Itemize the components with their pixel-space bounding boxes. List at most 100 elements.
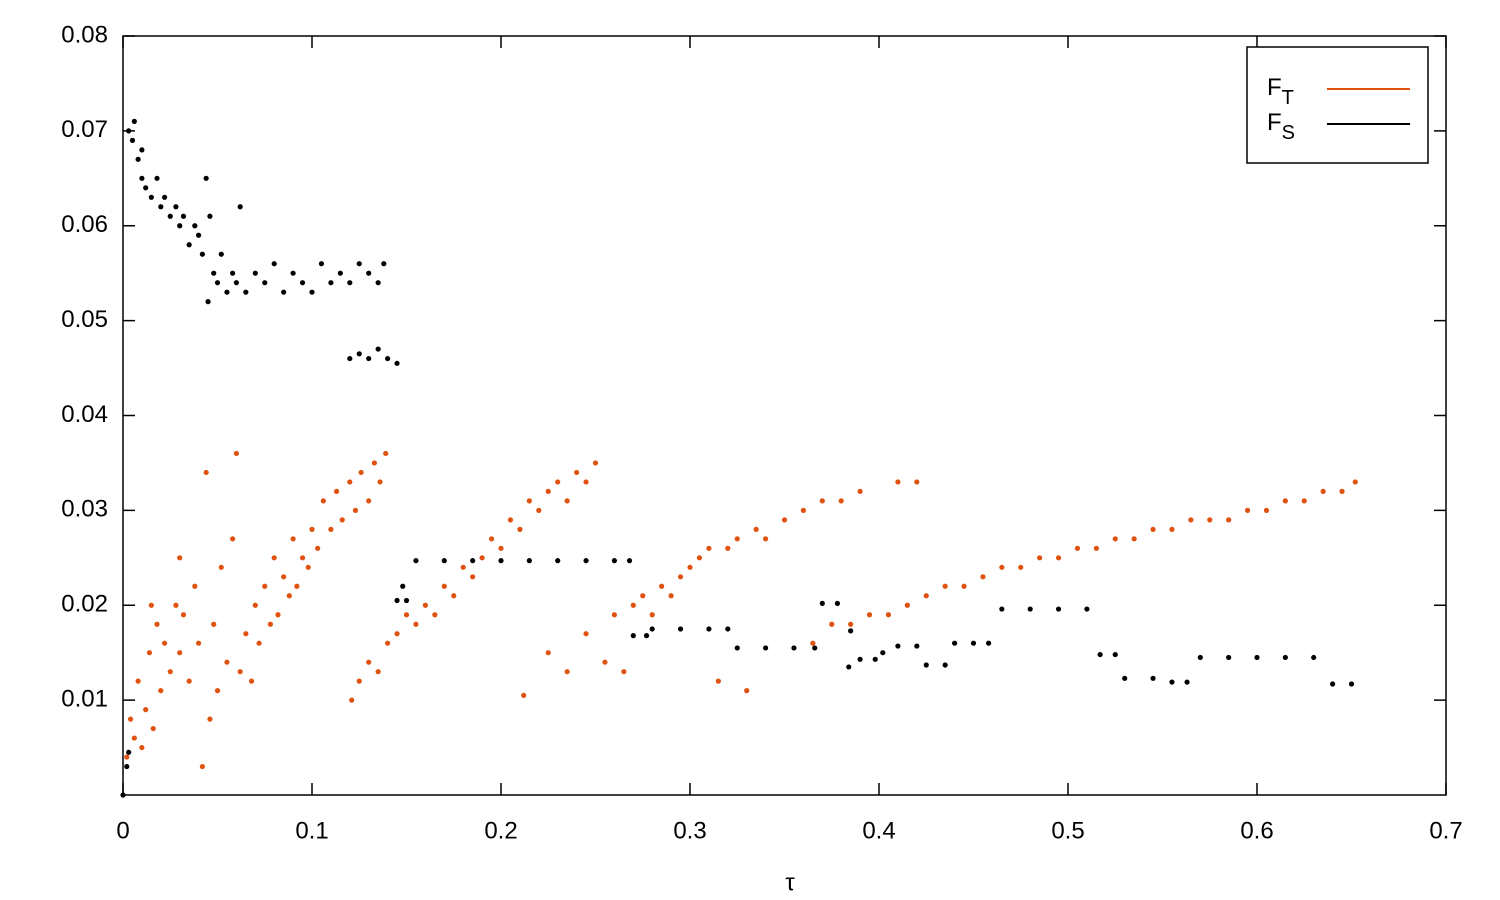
data-point [734,536,740,542]
data-point [545,650,551,656]
data-point [470,558,476,564]
data-point [400,583,406,589]
data-point [349,697,355,703]
data-point [574,469,580,476]
data-point [196,232,202,238]
data-point [819,498,825,504]
data-point [385,355,391,362]
data-point [923,593,929,599]
data-point [1150,675,1156,681]
data-point [583,479,589,485]
data-point [347,479,353,485]
data-point [120,792,126,798]
data-point [371,460,377,466]
data-point [375,346,381,352]
data-point [143,185,149,191]
data-point [626,558,633,564]
data-point [659,583,665,589]
data-point [267,621,274,627]
data-point [309,526,315,532]
y-tick-label: 0.03 [61,496,108,523]
data-point [942,662,948,668]
data-point [180,213,187,219]
data-point [611,558,618,564]
data-point [422,602,428,608]
data-point [366,355,372,362]
data-point [218,251,224,257]
data-point [1027,606,1033,612]
data-point [1122,675,1128,681]
data-point [914,479,920,485]
data-point [252,270,258,276]
data-point [347,355,353,362]
data-point [1348,681,1355,687]
data-point [124,763,130,770]
data-point [970,640,977,646]
data-point [131,118,137,124]
y-tick-label: 0.06 [61,211,108,238]
data-point [526,558,532,564]
data-point [192,223,198,229]
y-tick-label: 0.01 [61,685,108,712]
data-point [139,147,145,153]
data-point [866,612,873,618]
data-point [857,656,863,662]
data-point [375,280,381,286]
data-point [154,621,160,627]
data-point [999,564,1005,570]
data-point [1320,488,1326,494]
data-point [214,688,221,694]
data-point [281,289,287,295]
data-point [1207,517,1213,523]
data-point [126,749,132,755]
data-point [952,640,958,646]
data-point [895,479,901,485]
data-point [294,583,300,589]
y-tick-label: 0.05 [61,306,108,333]
data-point [564,498,570,504]
x-tick-label: 0.2 [484,817,517,844]
data-point [339,517,345,523]
data-point [139,175,145,181]
data-point [517,526,523,532]
data-point [383,450,389,457]
data-point [441,583,447,589]
data-point [286,593,292,599]
data-point [848,628,854,634]
data-point [857,488,863,494]
data-point [161,194,168,200]
data-point [763,645,769,651]
data-point [1055,555,1062,561]
data-point [290,536,296,542]
data-point [186,242,192,248]
data-point [834,600,841,606]
data-point [800,507,807,513]
data-point [256,640,262,646]
data-point [1226,517,1232,523]
data-point [872,656,878,662]
data-point [126,128,132,134]
data-point [366,659,372,665]
data-point [143,707,149,713]
data-point [1055,606,1062,612]
data-point [649,612,655,618]
data-point [248,678,255,684]
data-point [252,602,258,608]
data-point [1339,488,1345,494]
data-point [904,602,910,608]
data-point [696,555,703,561]
data-point [394,360,400,366]
data-point [838,498,844,504]
data-point [521,692,527,698]
data-point [375,669,381,675]
data-point [1037,555,1043,561]
data-point [488,536,495,542]
data-point [630,602,636,608]
data-point [262,280,268,286]
data-point [161,640,168,646]
data-point [309,289,315,295]
data-point [643,633,650,639]
y-tick-label: 0.07 [61,116,108,143]
data-point [479,555,485,561]
